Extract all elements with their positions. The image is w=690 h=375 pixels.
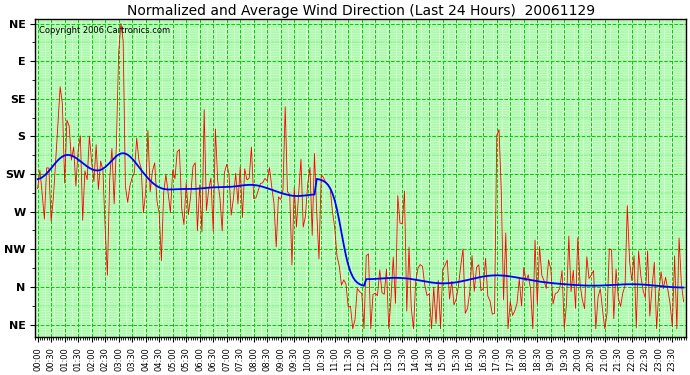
Text: Copyright 2006 Cartronics.com: Copyright 2006 Cartronics.com bbox=[39, 26, 170, 35]
Title: Normalized and Average Wind Direction (Last 24 Hours)  20061129: Normalized and Average Wind Direction (L… bbox=[126, 4, 595, 18]
